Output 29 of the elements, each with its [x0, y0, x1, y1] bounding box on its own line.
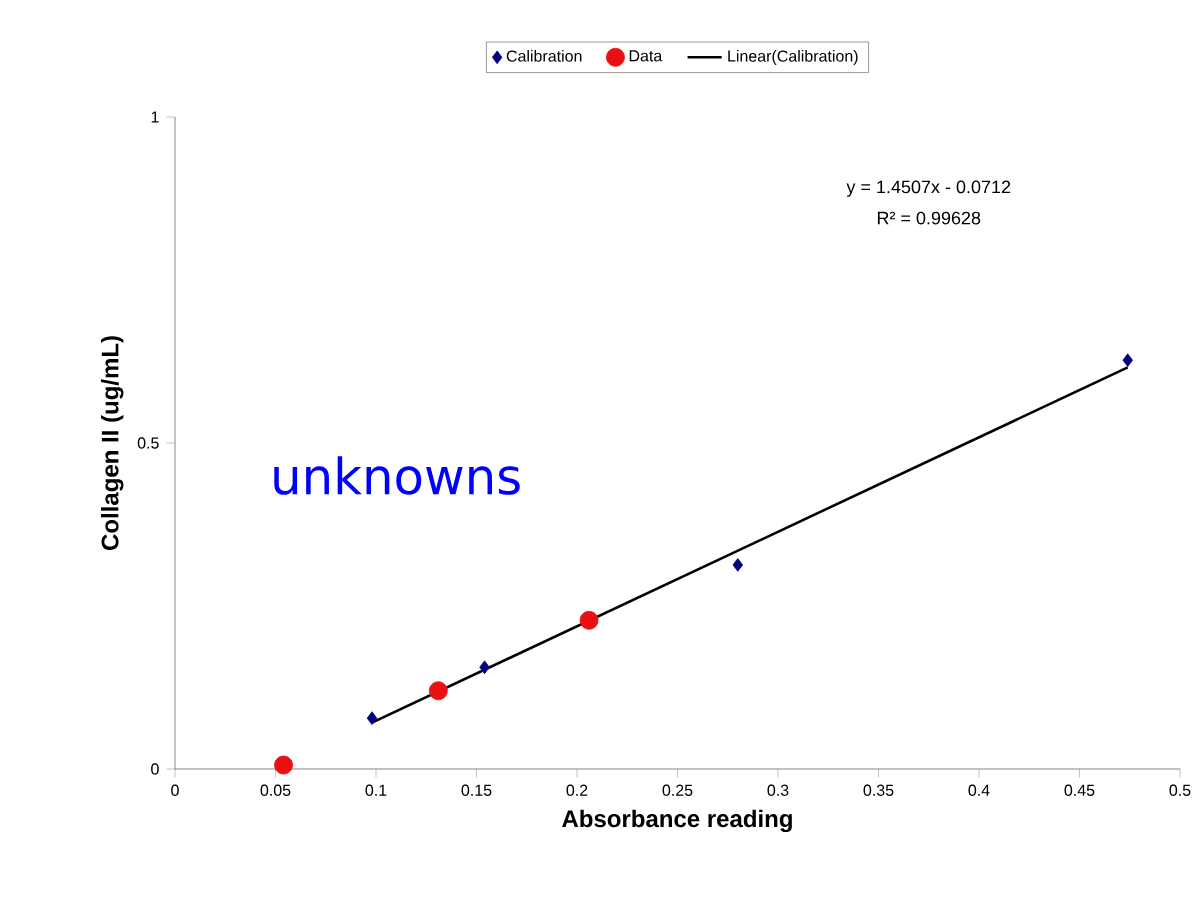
x-tick-label: 0.4: [968, 784, 990, 796]
legend-label: Calibration: [506, 49, 582, 62]
point: [579, 610, 599, 630]
x-axis-title: Absorbance reading: [562, 809, 792, 833]
x-tick-label: 0.35: [863, 784, 894, 796]
y-tick-label: 1: [151, 111, 159, 123]
y-tick-label: 0: [151, 763, 159, 775]
annotation: R² = 0.99628: [877, 211, 981, 225]
annotation: y = 1.4507x - 0.0712: [846, 180, 1011, 197]
point: [732, 558, 743, 572]
y-axis-title: Collagen II (ug/mL): [100, 336, 124, 551]
legend-label: Data: [629, 50, 663, 62]
annotation: unknowns: [274, 456, 520, 495]
x-tick-label: 0: [171, 784, 179, 796]
x-tick-label: 0.5: [1169, 784, 1191, 796]
x-tick-label: 0.45: [1064, 784, 1095, 796]
x-tick-label: 0.3: [767, 784, 789, 796]
point: [274, 755, 293, 775]
x-tick-label: 0.1: [365, 784, 387, 796]
y-tick-label: 0.5: [137, 437, 159, 449]
point: [366, 711, 378, 725]
x-tick-label: 0.15: [461, 784, 492, 796]
x-tick-label: 0.05: [260, 784, 291, 796]
legend-label: Linear(Calibration): [728, 49, 858, 65]
point: [428, 681, 448, 701]
point: [479, 660, 490, 675]
point: [1122, 353, 1133, 367]
x-tick-label: 0.25: [662, 784, 693, 796]
x-tick-label: 0.2: [566, 784, 588, 796]
